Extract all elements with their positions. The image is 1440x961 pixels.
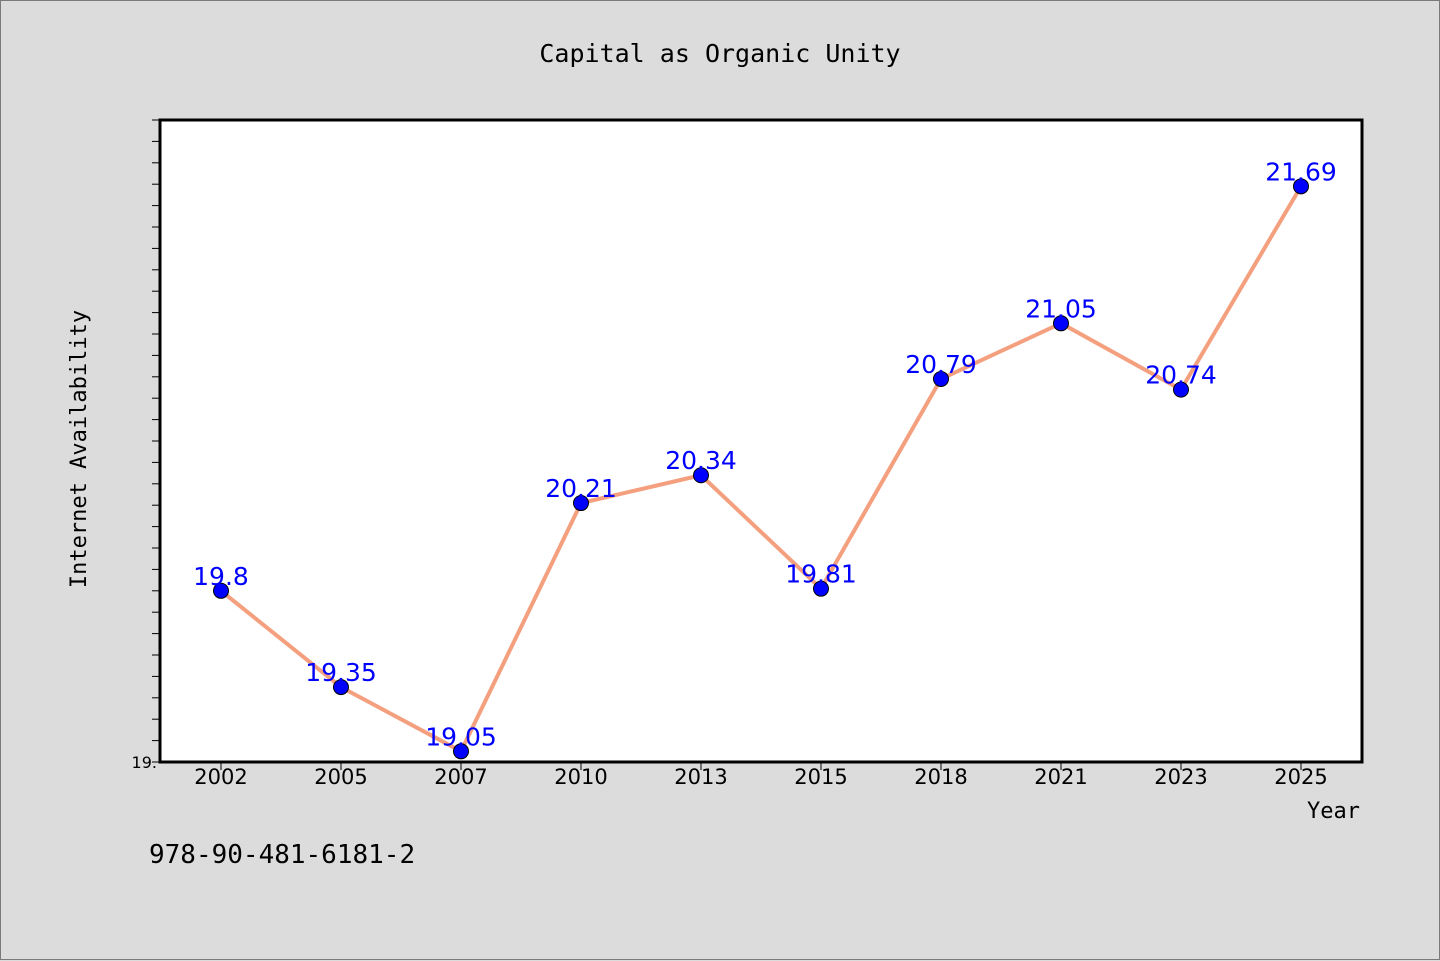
x-tick-label: 2025 — [1274, 765, 1327, 789]
data-label: 21.05 — [1025, 294, 1097, 323]
x-axis-ticks: 2002 2005 2007 2010 2013 2015 2018 2021 2023 2025 — [194, 762, 1328, 789]
data-label: 21.69 — [1265, 157, 1337, 186]
data-point — [1293, 178, 1309, 195]
series-line — [219, 185, 1303, 754]
y-axis-title: Internet Availability — [67, 310, 92, 588]
chart-title: Capital as Organic Unity — [539, 39, 900, 68]
x-tick-label: 2018 — [914, 765, 967, 789]
data-label: 19.81 — [785, 560, 857, 589]
data-label: 20.34 — [665, 446, 737, 475]
data-label: 20.79 — [905, 350, 977, 379]
data-labels: 19.8 19.35 19.05 20.21 20.34 19.81 20.79 21.05 2… — [193, 157, 1337, 751]
data-markers — [213, 178, 1309, 760]
data-point — [813, 580, 829, 597]
x-tick-label: 2007 — [434, 765, 487, 789]
y-axis-ticks: 19. — [132, 119, 160, 772]
x-tick-label: 2013 — [674, 765, 727, 789]
isbn-footnote: 978-90-481-6181-2 — [149, 840, 415, 870]
x-tick-label: 2010 — [554, 765, 607, 789]
data-point — [573, 495, 589, 512]
y-tick-label: 19. — [132, 753, 157, 772]
data-point — [333, 679, 349, 696]
x-tick-label: 2023 — [1154, 765, 1207, 789]
data-point — [453, 743, 469, 760]
series-line-group — [219, 185, 1303, 754]
data-label: 20.74 — [1145, 361, 1217, 390]
data-label: 19.8 — [193, 562, 249, 591]
x-tick-label: 2005 — [314, 765, 367, 789]
data-label: 19.05 — [425, 722, 497, 751]
data-label: 19.35 — [305, 658, 377, 687]
x-axis-title: Year — [1307, 799, 1360, 824]
plot-area — [158, 118, 1364, 764]
data-point — [1053, 315, 1069, 332]
x-tick-label: 2021 — [1034, 765, 1087, 789]
x-tick-label: 2002 — [194, 765, 247, 789]
data-point — [693, 467, 709, 484]
data-point — [1173, 381, 1189, 398]
data-point — [213, 582, 229, 599]
data-point — [933, 370, 949, 387]
x-tick-label: 2015 — [794, 765, 847, 789]
data-label: 20.21 — [545, 474, 617, 503]
